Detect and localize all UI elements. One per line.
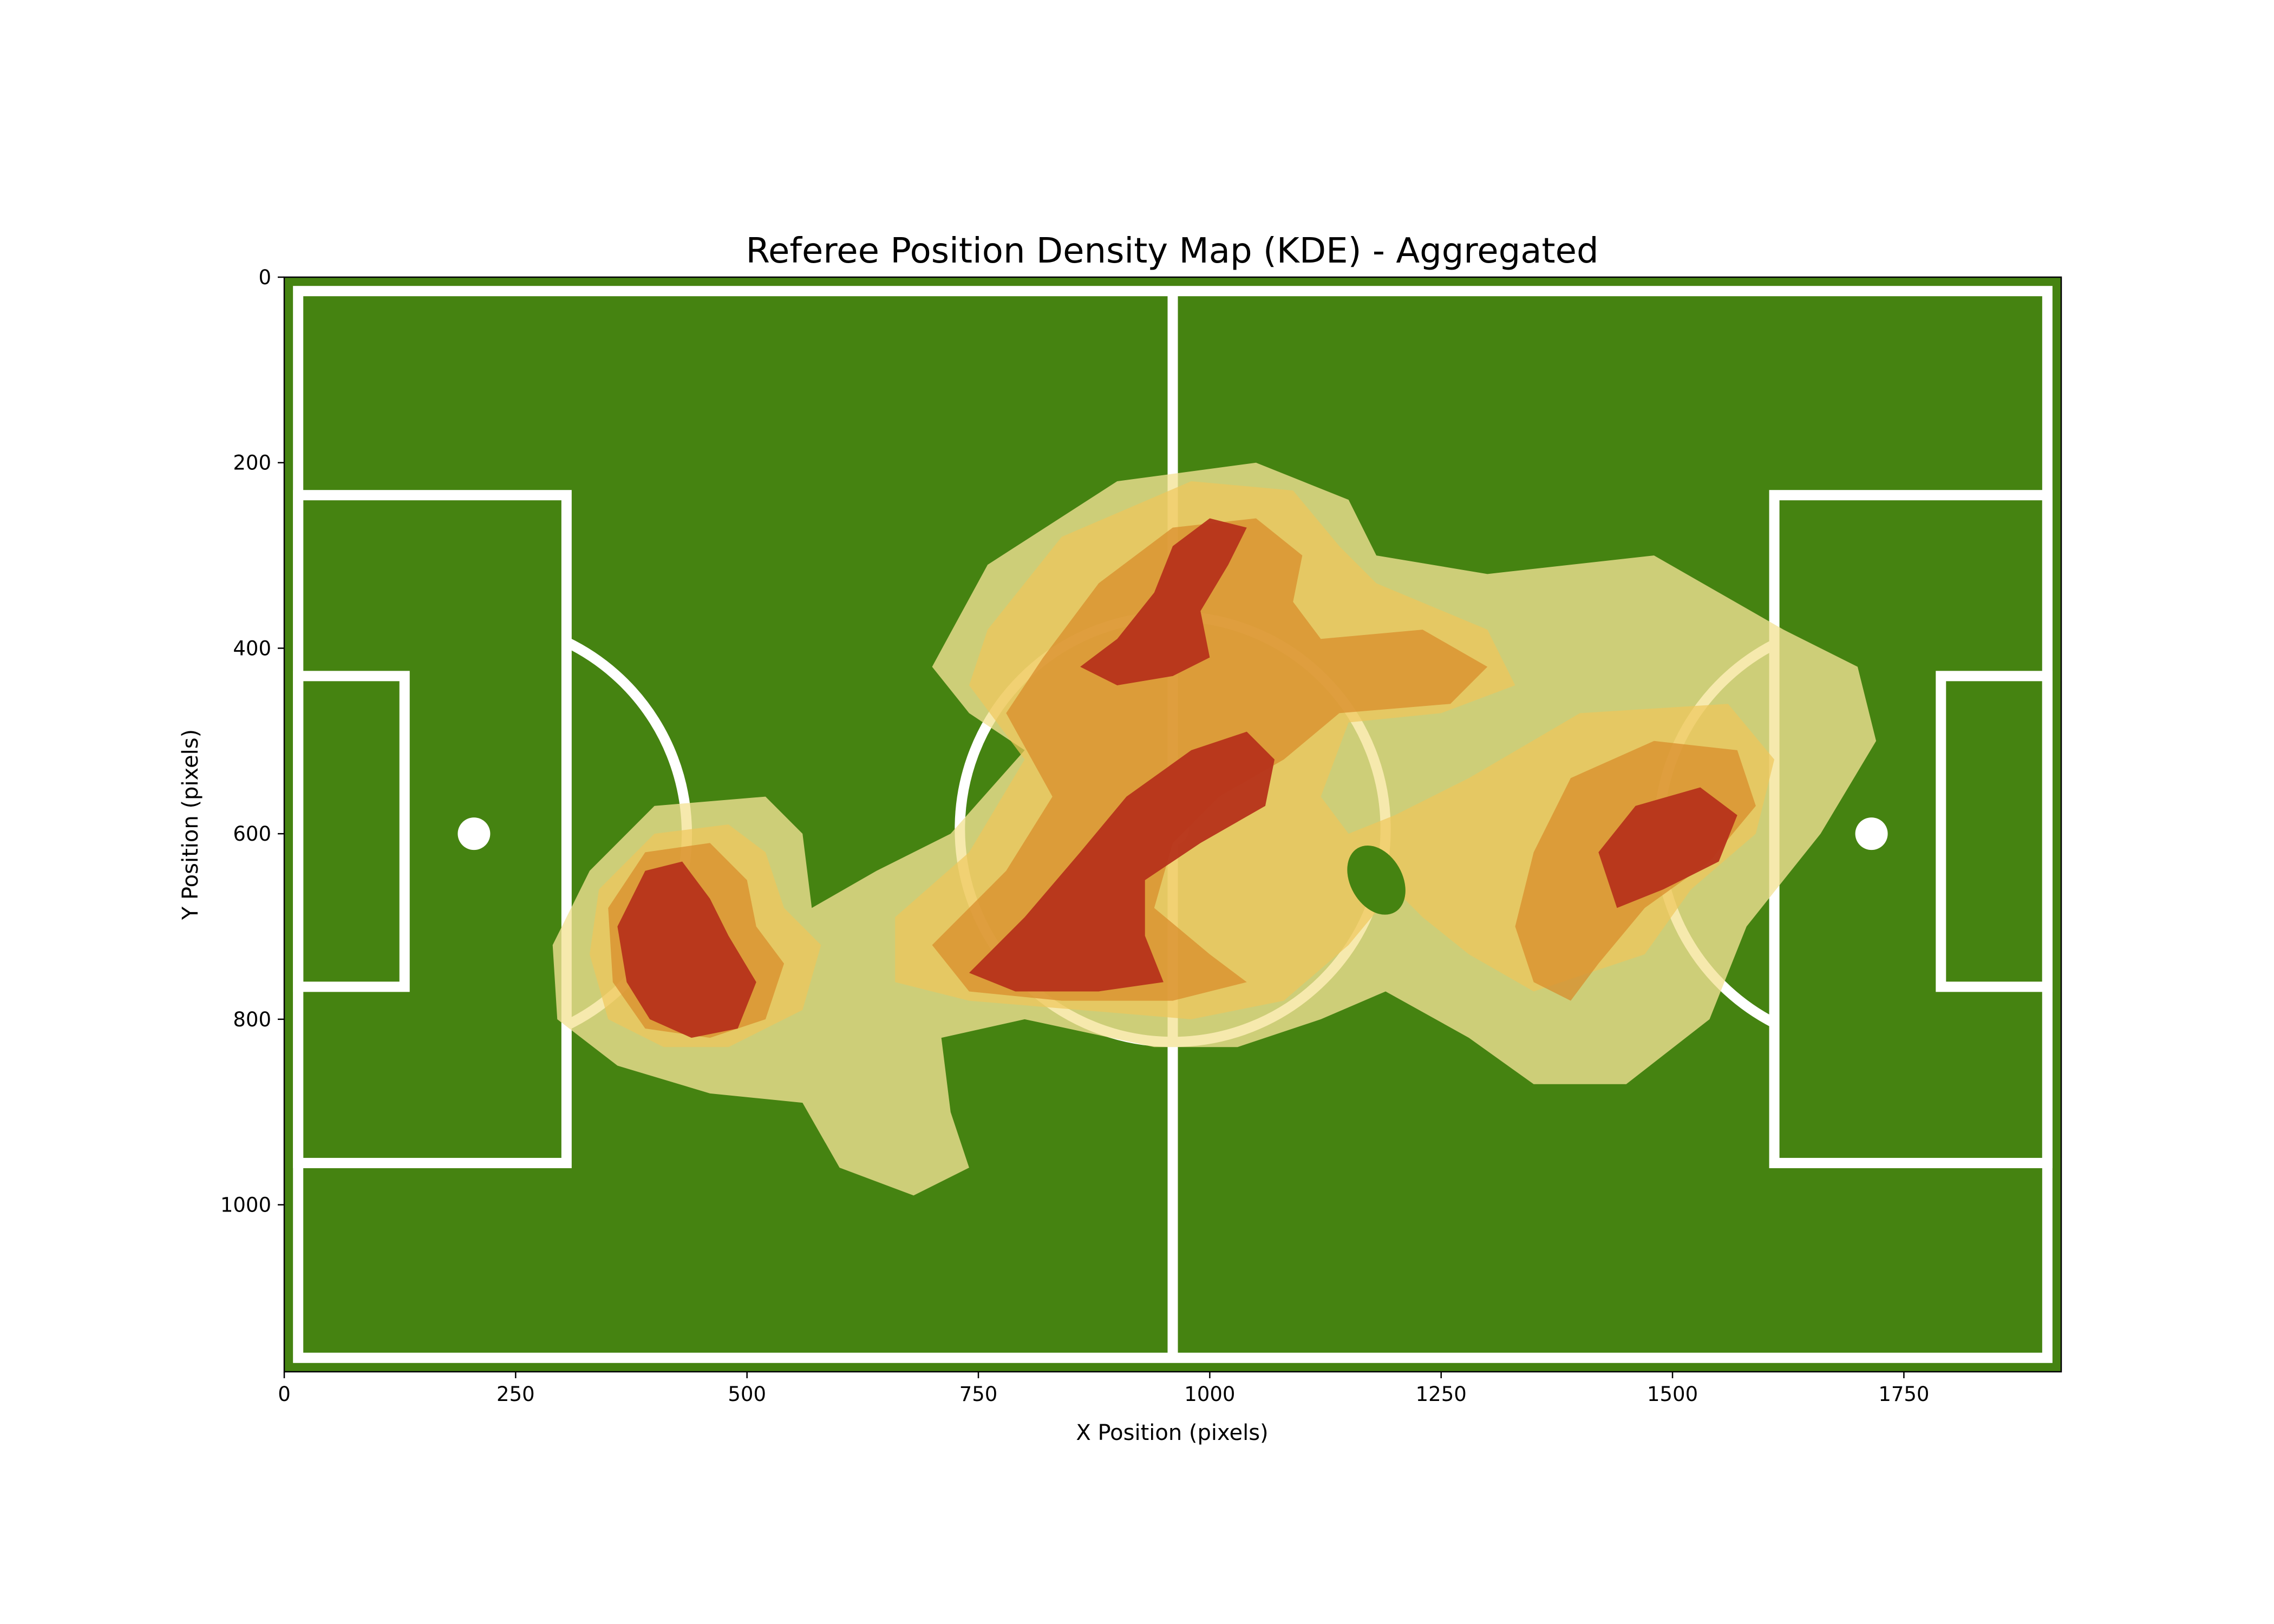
y-tick-label: 0 bbox=[258, 266, 271, 289]
axes: 0 250 500 750 1000 1250 1500 1750 0 200 400 600 800 1… bbox=[220, 266, 2062, 1406]
x-tick-label: 1750 bbox=[1878, 1383, 1929, 1406]
x-tick-label: 0 bbox=[278, 1383, 291, 1406]
density-contours bbox=[552, 462, 1877, 1196]
density-level-4-region bbox=[1080, 518, 1247, 685]
y-tick-label: 400 bbox=[233, 637, 271, 660]
y-tick-label: 200 bbox=[233, 451, 271, 475]
y-tick-label: 800 bbox=[233, 1008, 271, 1031]
density-level-4-region bbox=[617, 861, 756, 1038]
plot-area bbox=[284, 277, 2061, 1372]
x-tick-label: 750 bbox=[959, 1383, 998, 1406]
y-tick-label: 1000 bbox=[220, 1194, 271, 1217]
x-tick-label: 1500 bbox=[1647, 1383, 1698, 1406]
chart-title: Referee Position Density Map (KDE) - Agg… bbox=[746, 231, 1598, 271]
x-axis-label: X Position (pixels) bbox=[1076, 1420, 1268, 1445]
density-level-4-region bbox=[1598, 787, 1737, 908]
x-tick-label: 250 bbox=[496, 1383, 535, 1406]
x-tick-label: 1000 bbox=[1184, 1383, 1235, 1406]
right-penalty-spot bbox=[1855, 817, 1888, 850]
density-hole bbox=[1347, 845, 1406, 915]
y-axis-label: Y Position (pixels) bbox=[178, 729, 203, 920]
left-penalty-spot bbox=[458, 817, 491, 850]
density-level-4-region bbox=[969, 731, 1275, 992]
axes-frame bbox=[283, 276, 2062, 1373]
x-tick-label: 1250 bbox=[1416, 1383, 1467, 1406]
right-goal-box bbox=[1936, 671, 2053, 992]
left-goal-box bbox=[293, 671, 410, 992]
y-tick-label: 600 bbox=[233, 822, 271, 846]
x-tick-label: 500 bbox=[728, 1383, 766, 1406]
